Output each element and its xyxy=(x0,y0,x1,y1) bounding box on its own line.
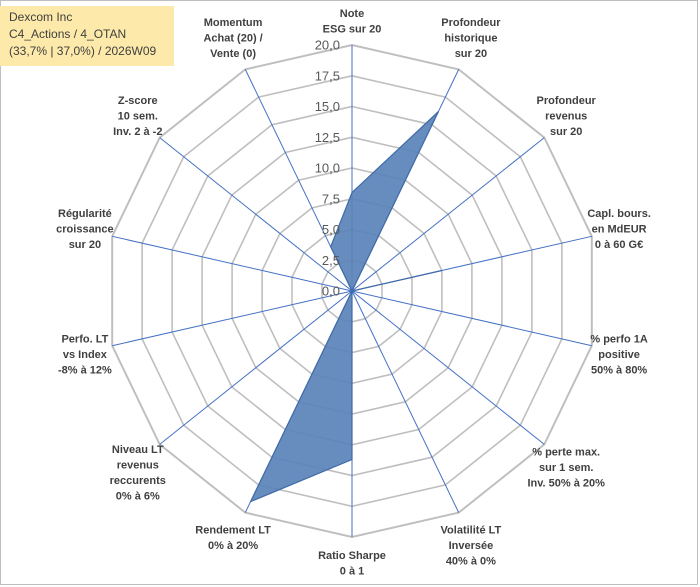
axis-label-line: sur 20 xyxy=(550,126,582,138)
tick-label: 15,0 xyxy=(315,99,340,114)
tick-label: 20,0 xyxy=(315,38,340,53)
axis-label-line: historique xyxy=(444,33,497,45)
axis-label-line: Perfo. LT xyxy=(61,333,108,345)
axis-label-line: 0% à 20% xyxy=(208,540,258,552)
axis-label: Rendement LT 0% à 20% xyxy=(195,525,271,553)
axis-label-line: 10 sem. xyxy=(118,111,158,123)
axis-label-line: vs Index xyxy=(63,349,108,361)
axis-label-line: % perte max. xyxy=(532,446,600,458)
axis-label-line: revenus xyxy=(545,111,587,123)
axis-label-line: reccurents xyxy=(110,475,166,487)
chart-title-box: Dexcom Inc C4_Actions / 4_OTAN (33,7% | … xyxy=(0,6,174,66)
axis-label-line: Profondeur xyxy=(537,95,597,107)
axis-label-line: Inversée xyxy=(449,540,494,552)
axis-spoke xyxy=(159,290,353,445)
axis-spoke xyxy=(351,137,545,292)
axis-spoke xyxy=(112,290,353,347)
tick-label: 0,0 xyxy=(322,284,340,299)
axis-label: % perte max. sur 1 sem. Inv. 50% à 20% xyxy=(527,446,605,489)
axis-label-line: revenus xyxy=(117,459,159,471)
axis-label: Capl. bours. en MdEUR 0 à 60 G€ xyxy=(587,208,651,251)
data-area-layer xyxy=(249,111,443,503)
axis-label-line: Z-score xyxy=(118,95,158,107)
axis-label-line: 0 à 1 xyxy=(340,566,364,578)
axis-label: Profondeur revenus sur 20 xyxy=(537,95,597,138)
axis-label-line: croissance xyxy=(56,224,113,236)
axis-spoke xyxy=(351,290,592,347)
axis-label-line: sur 20 xyxy=(455,48,487,60)
tick-label-layer: 0,0 2,5 5,0 7,5 10,0 12,5 15,0 17,5 20,0 xyxy=(315,38,340,299)
title-company: Dexcom Inc xyxy=(9,10,73,24)
axis-label-line: positive xyxy=(598,349,640,361)
axis-label-line: ESG sur 20 xyxy=(323,24,382,36)
axis-label: Niveau LT revenus reccurents 0% à 6% xyxy=(110,444,166,503)
axis-label-line: Vente (0) xyxy=(210,48,256,60)
axis-label-line: Profondeur xyxy=(441,17,501,29)
axis-label-line: Note xyxy=(340,8,364,20)
axis-label-layer: Note ESG sur 20 Profondeur historique sur 20… xyxy=(56,8,651,578)
axis-spoke xyxy=(112,235,353,292)
axis-label-line: 50% à 80% xyxy=(591,364,647,376)
axis-label-line: 0% à 6% xyxy=(116,490,160,502)
axis-spoke xyxy=(159,137,353,292)
title-stats: (33,7% | 37,0%) / 2026W09 xyxy=(9,44,157,58)
axis-label: Régularité croissance sur 20 xyxy=(56,208,113,251)
axis-label-line: sur 1 sem. xyxy=(539,462,593,474)
tick-label: 17,5 xyxy=(315,68,340,83)
tick-label: 10,0 xyxy=(315,161,340,176)
axis-label: Profondeur historique sur 20 xyxy=(441,17,501,60)
axis-label-line: 0 à 60 G€ xyxy=(595,239,643,251)
title-portfolio: C4_Actions / 4_OTAN xyxy=(9,27,127,41)
axis-label-line: Momentum xyxy=(204,17,263,29)
axis-label: % perfo 1A positive 50% à 80% xyxy=(590,333,648,376)
axis-label-line: sur 20 xyxy=(69,239,101,251)
axis-label-line: en MdEUR xyxy=(592,224,647,236)
axis-label-line: -8% à 12% xyxy=(58,364,112,376)
axis-spoke xyxy=(351,290,460,513)
axis-label: Volatilité LT Inversée 40% à 0% xyxy=(441,524,502,567)
axis-label-line: % perfo 1A xyxy=(590,333,648,345)
axis-spoke xyxy=(351,290,545,445)
tick-label: 5,0 xyxy=(322,222,340,237)
axis-label-line: Achat (20) / xyxy=(203,33,262,45)
tick-label: 7,5 xyxy=(322,191,340,206)
axis-label: Perfo. LT vs Index -8% à 12% xyxy=(58,333,112,376)
axis-label-line: Inv. 50% à 20% xyxy=(527,477,605,489)
axis-label-line: 40% à 0% xyxy=(446,555,496,567)
series-area xyxy=(249,111,443,503)
axis-label: Momentum Achat (20) / Vente (0) xyxy=(203,17,262,60)
axis-label: Z-score 10 sem. Inv. 2 à -2 xyxy=(113,95,162,138)
axis-label: Ratio Sharpe 0 à 1 xyxy=(318,550,386,578)
axis-label: Note ESG sur 20 xyxy=(323,8,382,36)
axis-label-line: Régularité xyxy=(58,208,112,220)
tick-label: 2,5 xyxy=(322,253,340,268)
axis-label-line: Inv. 2 à -2 xyxy=(113,126,162,138)
tick-label: 12,5 xyxy=(315,130,340,145)
axis-label-line: Niveau LT xyxy=(112,444,164,456)
axis-label-line: Ratio Sharpe xyxy=(318,550,386,562)
axis-label-line: Capl. bours. xyxy=(587,208,651,220)
axis-label-line: Rendement LT xyxy=(195,525,271,537)
axis-label-line: Volatilité LT xyxy=(441,524,502,536)
